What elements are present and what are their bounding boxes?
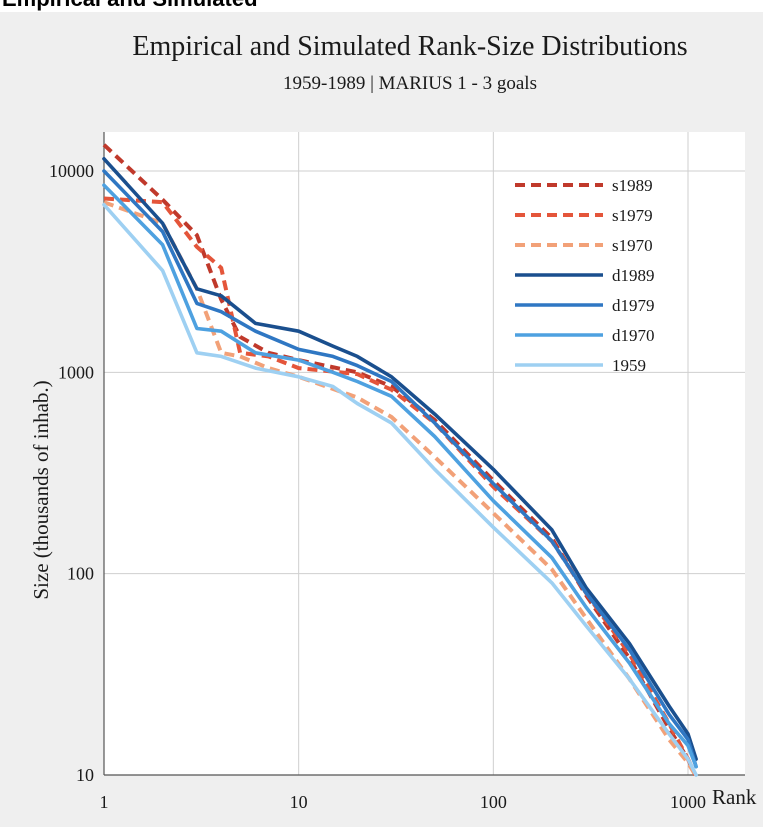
y-tick-label: 10000: [49, 161, 94, 181]
y-tick-label: 10: [76, 765, 94, 785]
rank-size-chart: 1 10 100 1000 10 100 1000 10000 Rank Size (thousa…: [29, 132, 757, 812]
x-tick-label: 1: [100, 792, 109, 812]
series-line-1959: [102, 202, 698, 777]
legend-label-d1979: d1979: [612, 296, 655, 315]
chart-title: Empirical and Simulated Rank-Size Distri…: [132, 31, 688, 62]
y-tick-label: 1000: [58, 362, 94, 382]
legend-label-d1970: d1970: [612, 326, 655, 345]
x-axis-label: Rank: [712, 785, 757, 809]
y-tick-label: 100: [67, 564, 94, 584]
legend-label-s1979: s1979: [612, 206, 653, 225]
series-line-s1979: [103, 196, 698, 776]
legend-label-s1989: s1989: [612, 176, 653, 195]
x-tick-label: 1000: [670, 792, 706, 812]
legend-label-s1970: s1970: [612, 236, 653, 255]
x-tick-label: 100: [480, 792, 507, 812]
series-line-d1979: [102, 169, 698, 769]
legend-label-1959: 1959: [612, 356, 646, 375]
x-tick-label: 10: [290, 792, 308, 812]
clipped-header-label: Empirical and Simulated: [2, 0, 258, 12]
legend-label-d1989: d1989: [612, 266, 655, 285]
plot-area: [104, 132, 745, 775]
clipped-header-text: Empirical and Simulated: [0, 0, 763, 12]
series-line-d1989: [102, 157, 698, 761]
chart-subtitle: 1959-1989 | MARIUS 1 - 3 goals: [283, 73, 537, 94]
series-line-d1970: [102, 183, 698, 769]
y-axis-label: Size (thousands of inhab.): [29, 380, 53, 599]
